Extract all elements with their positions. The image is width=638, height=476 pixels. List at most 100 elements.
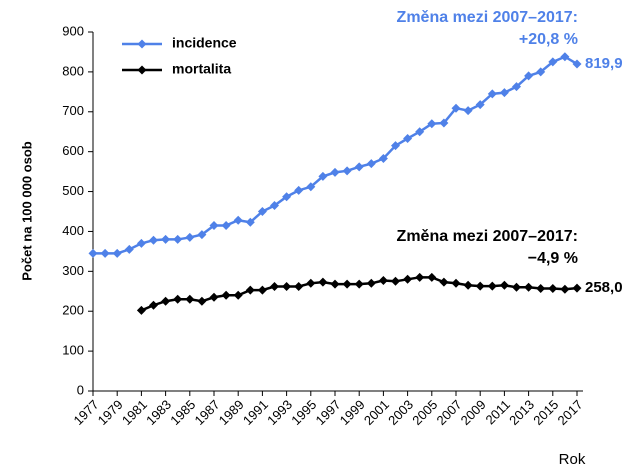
legend-marker [137, 39, 147, 49]
point [257, 285, 267, 295]
x-tick-label: 2009 [458, 397, 489, 428]
x-tick-label: 1989 [216, 397, 247, 428]
point [451, 103, 461, 113]
point [197, 296, 207, 306]
point [548, 57, 558, 67]
point [342, 279, 352, 289]
point [124, 244, 134, 254]
point [572, 283, 582, 293]
x-tick-label: 1977 [70, 397, 101, 428]
point [318, 171, 328, 181]
point [524, 71, 534, 81]
x-tick-label: 1981 [119, 397, 150, 428]
point [112, 248, 122, 258]
point [306, 278, 316, 288]
point [342, 166, 352, 176]
x-tick-label: 2003 [385, 397, 416, 428]
point [185, 232, 195, 242]
point [451, 278, 461, 288]
point [536, 67, 546, 77]
y-tick-label: 0 [77, 382, 84, 397]
point [245, 217, 255, 227]
x-tick-label: 2015 [530, 397, 561, 428]
y-axis-label: Počet na 100 000 osob [19, 141, 34, 281]
point [512, 282, 521, 292]
y-tick-label: 400 [62, 223, 84, 238]
point [221, 290, 231, 300]
point [475, 281, 485, 291]
point [221, 220, 231, 230]
point [318, 277, 328, 287]
point [415, 127, 425, 137]
x-tick-label: 1993 [264, 397, 295, 428]
point [439, 118, 449, 128]
point [136, 305, 146, 315]
point [403, 274, 413, 284]
point [149, 235, 158, 245]
point [257, 207, 267, 216]
point [282, 192, 292, 202]
point [185, 294, 195, 304]
point [149, 300, 158, 310]
point [306, 182, 316, 192]
legend-label: incidence [172, 35, 237, 51]
x-tick-label: 1985 [167, 397, 198, 428]
point [463, 106, 473, 116]
x-tick-label: 2013 [506, 397, 537, 428]
point [294, 185, 304, 195]
point [524, 282, 534, 292]
point [366, 159, 376, 169]
point [415, 272, 425, 282]
point [270, 201, 279, 211]
point [499, 88, 509, 98]
point [209, 292, 219, 302]
x-tick-label: 1999 [337, 397, 368, 428]
point [294, 281, 304, 291]
point [88, 248, 98, 258]
point [439, 277, 449, 287]
y-tick-label: 200 [62, 303, 84, 318]
annotation: −4,9 % [528, 250, 578, 267]
point [173, 234, 183, 244]
y-tick-label: 100 [62, 343, 84, 358]
x-tick-label: 2005 [409, 397, 440, 428]
point [245, 285, 255, 295]
point [572, 59, 582, 69]
series-line [93, 55, 578, 255]
point [366, 278, 376, 288]
point [475, 100, 485, 110]
point [427, 272, 437, 282]
y-tick-label: 800 [62, 63, 84, 78]
point [403, 134, 413, 144]
x-tick-label: 1983 [143, 397, 174, 428]
x-tick-label: 1997 [312, 397, 343, 428]
point [391, 141, 400, 151]
y-tick-label: 900 [62, 23, 84, 38]
point [233, 290, 243, 300]
point [161, 296, 171, 306]
annotation: +20,8 % [519, 31, 578, 48]
point [330, 167, 340, 177]
point [282, 281, 292, 291]
point [173, 294, 183, 304]
x-tick-label: 2017 [554, 397, 585, 428]
x-tick-label: 2007 [433, 397, 464, 428]
point [354, 279, 364, 289]
point [270, 281, 279, 291]
y-tick-label: 700 [62, 103, 84, 118]
point [487, 281, 497, 291]
x-tick-label: 2001 [361, 397, 392, 428]
point [330, 279, 340, 289]
point [100, 248, 110, 258]
point [499, 280, 509, 290]
point [560, 284, 570, 294]
value-label: 819,9 [585, 55, 623, 72]
point [233, 215, 243, 225]
x-tick-label: 1987 [191, 397, 222, 428]
point [378, 153, 388, 163]
point [548, 283, 558, 293]
y-tick-label: 300 [62, 263, 84, 278]
point [427, 119, 437, 129]
annotation: Změna mezi 2007–2017: [397, 228, 578, 245]
